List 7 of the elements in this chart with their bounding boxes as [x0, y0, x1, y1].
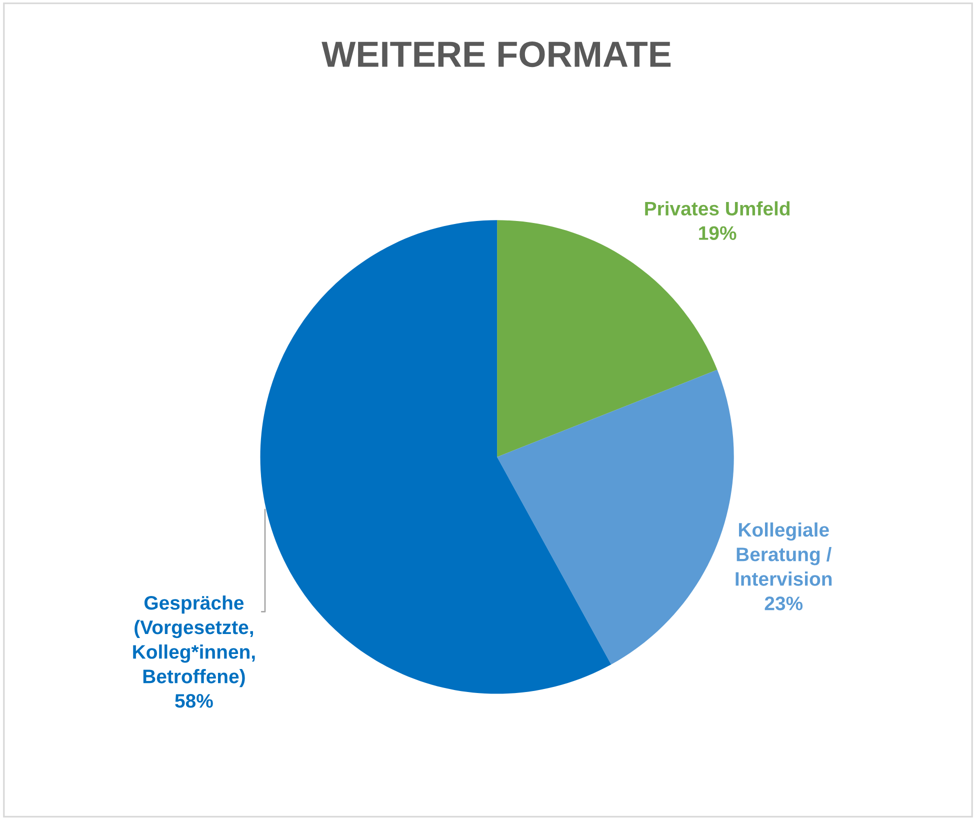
slice-label: Kollegiale Beratung / Intervision: [736, 522, 832, 586]
chart-title: WEITERE FORMATE: [322, 42, 671, 68]
data-label: 23%: [764, 596, 803, 610]
slice-label: Privates Umfeld: [645, 201, 790, 216]
data-label: 19%: [699, 226, 736, 240]
data-label: 58%: [175, 694, 213, 708]
slice-label: Gespräche (Vorgesetzte, Kolleg*innen, Betroffene): [133, 595, 255, 688]
